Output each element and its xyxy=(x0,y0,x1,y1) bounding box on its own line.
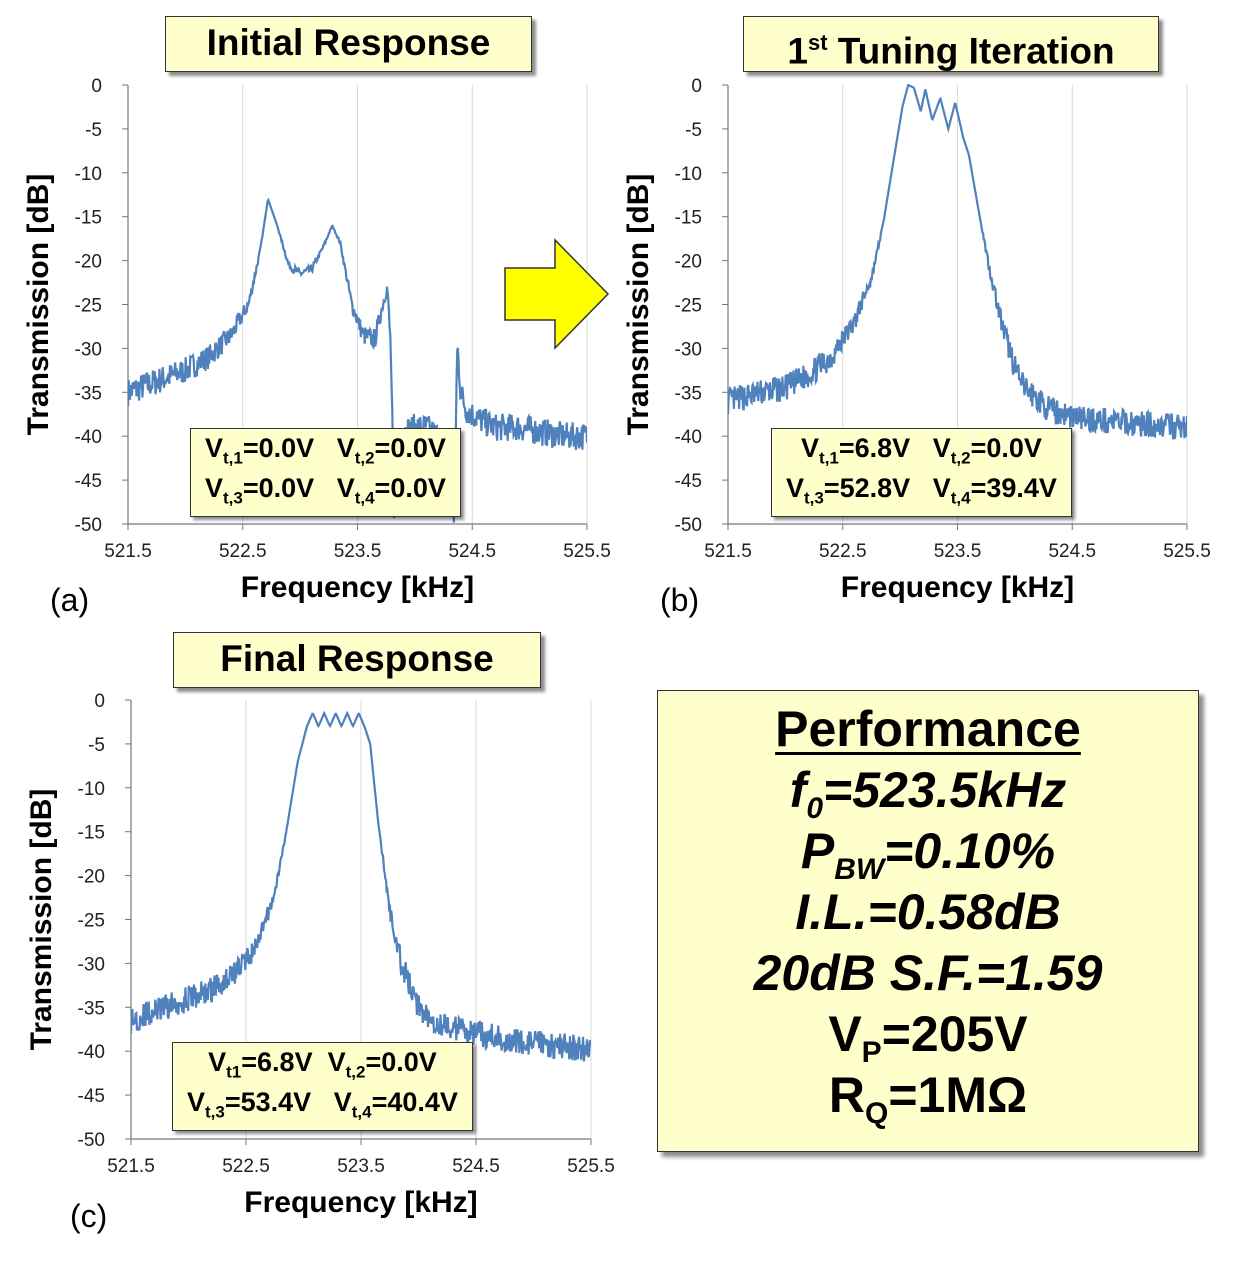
y-tick-label: -30 xyxy=(78,954,105,975)
voltage-line-a2: Vt,3=0.0V Vt,4=0.0V xyxy=(205,473,446,508)
x-tick-label: 525.5 xyxy=(1163,541,1211,562)
y-tick-label: -45 xyxy=(78,1086,105,1107)
y-tick-label: -30 xyxy=(75,339,102,360)
x-tick-label: 521.5 xyxy=(704,541,752,562)
panel-label-a: (a) xyxy=(50,582,90,618)
y-tick-label: 0 xyxy=(94,691,105,712)
performance-box: Performance f0=523.5kHz PBW=0.10% I.L.=0… xyxy=(657,690,1199,1152)
voltage-box-c: Vt1=6.8V Vt,2=0.0V Vt,3=53.4V Vt,4=40.4V xyxy=(172,1042,473,1131)
x-tick-label: 522.5 xyxy=(222,1156,270,1177)
x-tick-label: 525.5 xyxy=(567,1156,615,1177)
y-tick-label: -10 xyxy=(78,779,105,800)
y-tick-label: -15 xyxy=(75,208,102,229)
panel-label-c: (c) xyxy=(70,1198,108,1234)
voltage-box-a: Vt,1=0.0V Vt,2=0.0V Vt,3=0.0V Vt,4=0.0V xyxy=(190,428,461,517)
performance-rq: RQ=1MΩ xyxy=(828,1067,1028,1130)
y-tick-label: -40 xyxy=(78,1042,105,1063)
y-tick-label: -35 xyxy=(675,383,702,404)
y-tick-label: -25 xyxy=(75,296,102,317)
y-tick-label: -45 xyxy=(75,471,102,492)
y-tick-label: -50 xyxy=(675,515,702,536)
arrow-right-icon xyxy=(504,238,610,350)
y-tick-label: -25 xyxy=(675,296,702,317)
y-tick-label: -25 xyxy=(78,911,105,932)
performance-f0: f0=523.5kHz xyxy=(789,762,1067,825)
y-tick-label: -5 xyxy=(685,120,702,141)
x-tick-label: 521.5 xyxy=(107,1156,155,1177)
performance-sf: 20dB S.F.=1.59 xyxy=(753,945,1103,1001)
voltage-line-c1: Vt1=6.8V Vt,2=0.0V xyxy=(208,1047,437,1082)
y-tick-label: -45 xyxy=(675,471,702,492)
performance-title: Performance xyxy=(775,701,1081,757)
panel-label-b: (b) xyxy=(660,582,700,618)
series-line xyxy=(128,197,587,523)
y-tick-label: -15 xyxy=(78,823,105,844)
x-axis-title: Frequency [kHz] xyxy=(241,571,474,604)
y-tick-label: -10 xyxy=(675,164,702,185)
y-axis-title: Transmission [dB] xyxy=(25,789,58,1051)
x-tick-label: 525.5 xyxy=(563,541,611,562)
x-tick-label: 524.5 xyxy=(448,541,496,562)
voltage-box-b: Vt,1=6.8V Vt,2=0.0V Vt,3=52.8V Vt,4=39.4… xyxy=(771,428,1072,517)
y-tick-label: -15 xyxy=(675,208,702,229)
x-tick-label: 523.5 xyxy=(337,1156,385,1177)
x-tick-label: 522.5 xyxy=(819,541,867,562)
chart-title-c-text: Final Response xyxy=(220,638,494,679)
y-tick-label: -50 xyxy=(78,1130,105,1151)
y-tick-label: -10 xyxy=(75,164,102,185)
series-line xyxy=(728,83,1187,440)
voltage-line-a1: Vt,1=0.0V Vt,2=0.0V xyxy=(205,433,446,468)
performance-il: I.L.=0.58dB xyxy=(795,884,1061,940)
y-tick-label: -20 xyxy=(78,867,105,888)
chart-title-c: Final Response xyxy=(173,632,541,688)
voltage-line-b2: Vt,3=52.8V Vt,4=39.4V xyxy=(786,473,1057,508)
y-tick-label: -35 xyxy=(75,383,102,404)
y-tick-label: -35 xyxy=(78,998,105,1019)
y-tick-label: -5 xyxy=(85,120,102,141)
y-tick-label: -30 xyxy=(675,339,702,360)
voltage-line-b1: Vt,1=6.8V Vt,2=0.0V xyxy=(801,433,1042,468)
x-axis-title: Frequency [kHz] xyxy=(841,571,1074,604)
series-line xyxy=(131,710,591,1062)
y-axis-title: Transmission [dB] xyxy=(622,174,655,436)
y-axis-title: Transmission [dB] xyxy=(22,174,55,436)
chart-title-a: Initial Response xyxy=(165,16,532,72)
chart-title-b: 1st Tuning Iteration xyxy=(743,16,1159,72)
voltage-line-c2: Vt,3=53.4V Vt,4=40.4V xyxy=(187,1087,458,1122)
x-tick-label: 523.5 xyxy=(934,541,982,562)
y-tick-label: -20 xyxy=(675,252,702,273)
x-tick-label: 524.5 xyxy=(1048,541,1096,562)
y-tick-label: 0 xyxy=(91,76,102,97)
y-tick-label: -50 xyxy=(75,515,102,536)
y-tick-label: -40 xyxy=(675,427,702,448)
performance-vp: VP=205V xyxy=(828,1006,1028,1069)
x-tick-label: 523.5 xyxy=(334,541,382,562)
performance-pbw: PBW=0.10% xyxy=(800,823,1056,886)
chart-title-a-text: Initial Response xyxy=(206,22,491,63)
y-tick-label: 0 xyxy=(691,76,702,97)
x-axis-title: Frequency [kHz] xyxy=(244,1186,477,1219)
y-tick-label: -20 xyxy=(75,252,102,273)
x-tick-label: 524.5 xyxy=(452,1156,500,1177)
y-tick-label: -40 xyxy=(75,427,102,448)
y-tick-label: -5 xyxy=(88,735,105,756)
x-tick-label: 522.5 xyxy=(219,541,267,562)
x-tick-label: 521.5 xyxy=(104,541,152,562)
